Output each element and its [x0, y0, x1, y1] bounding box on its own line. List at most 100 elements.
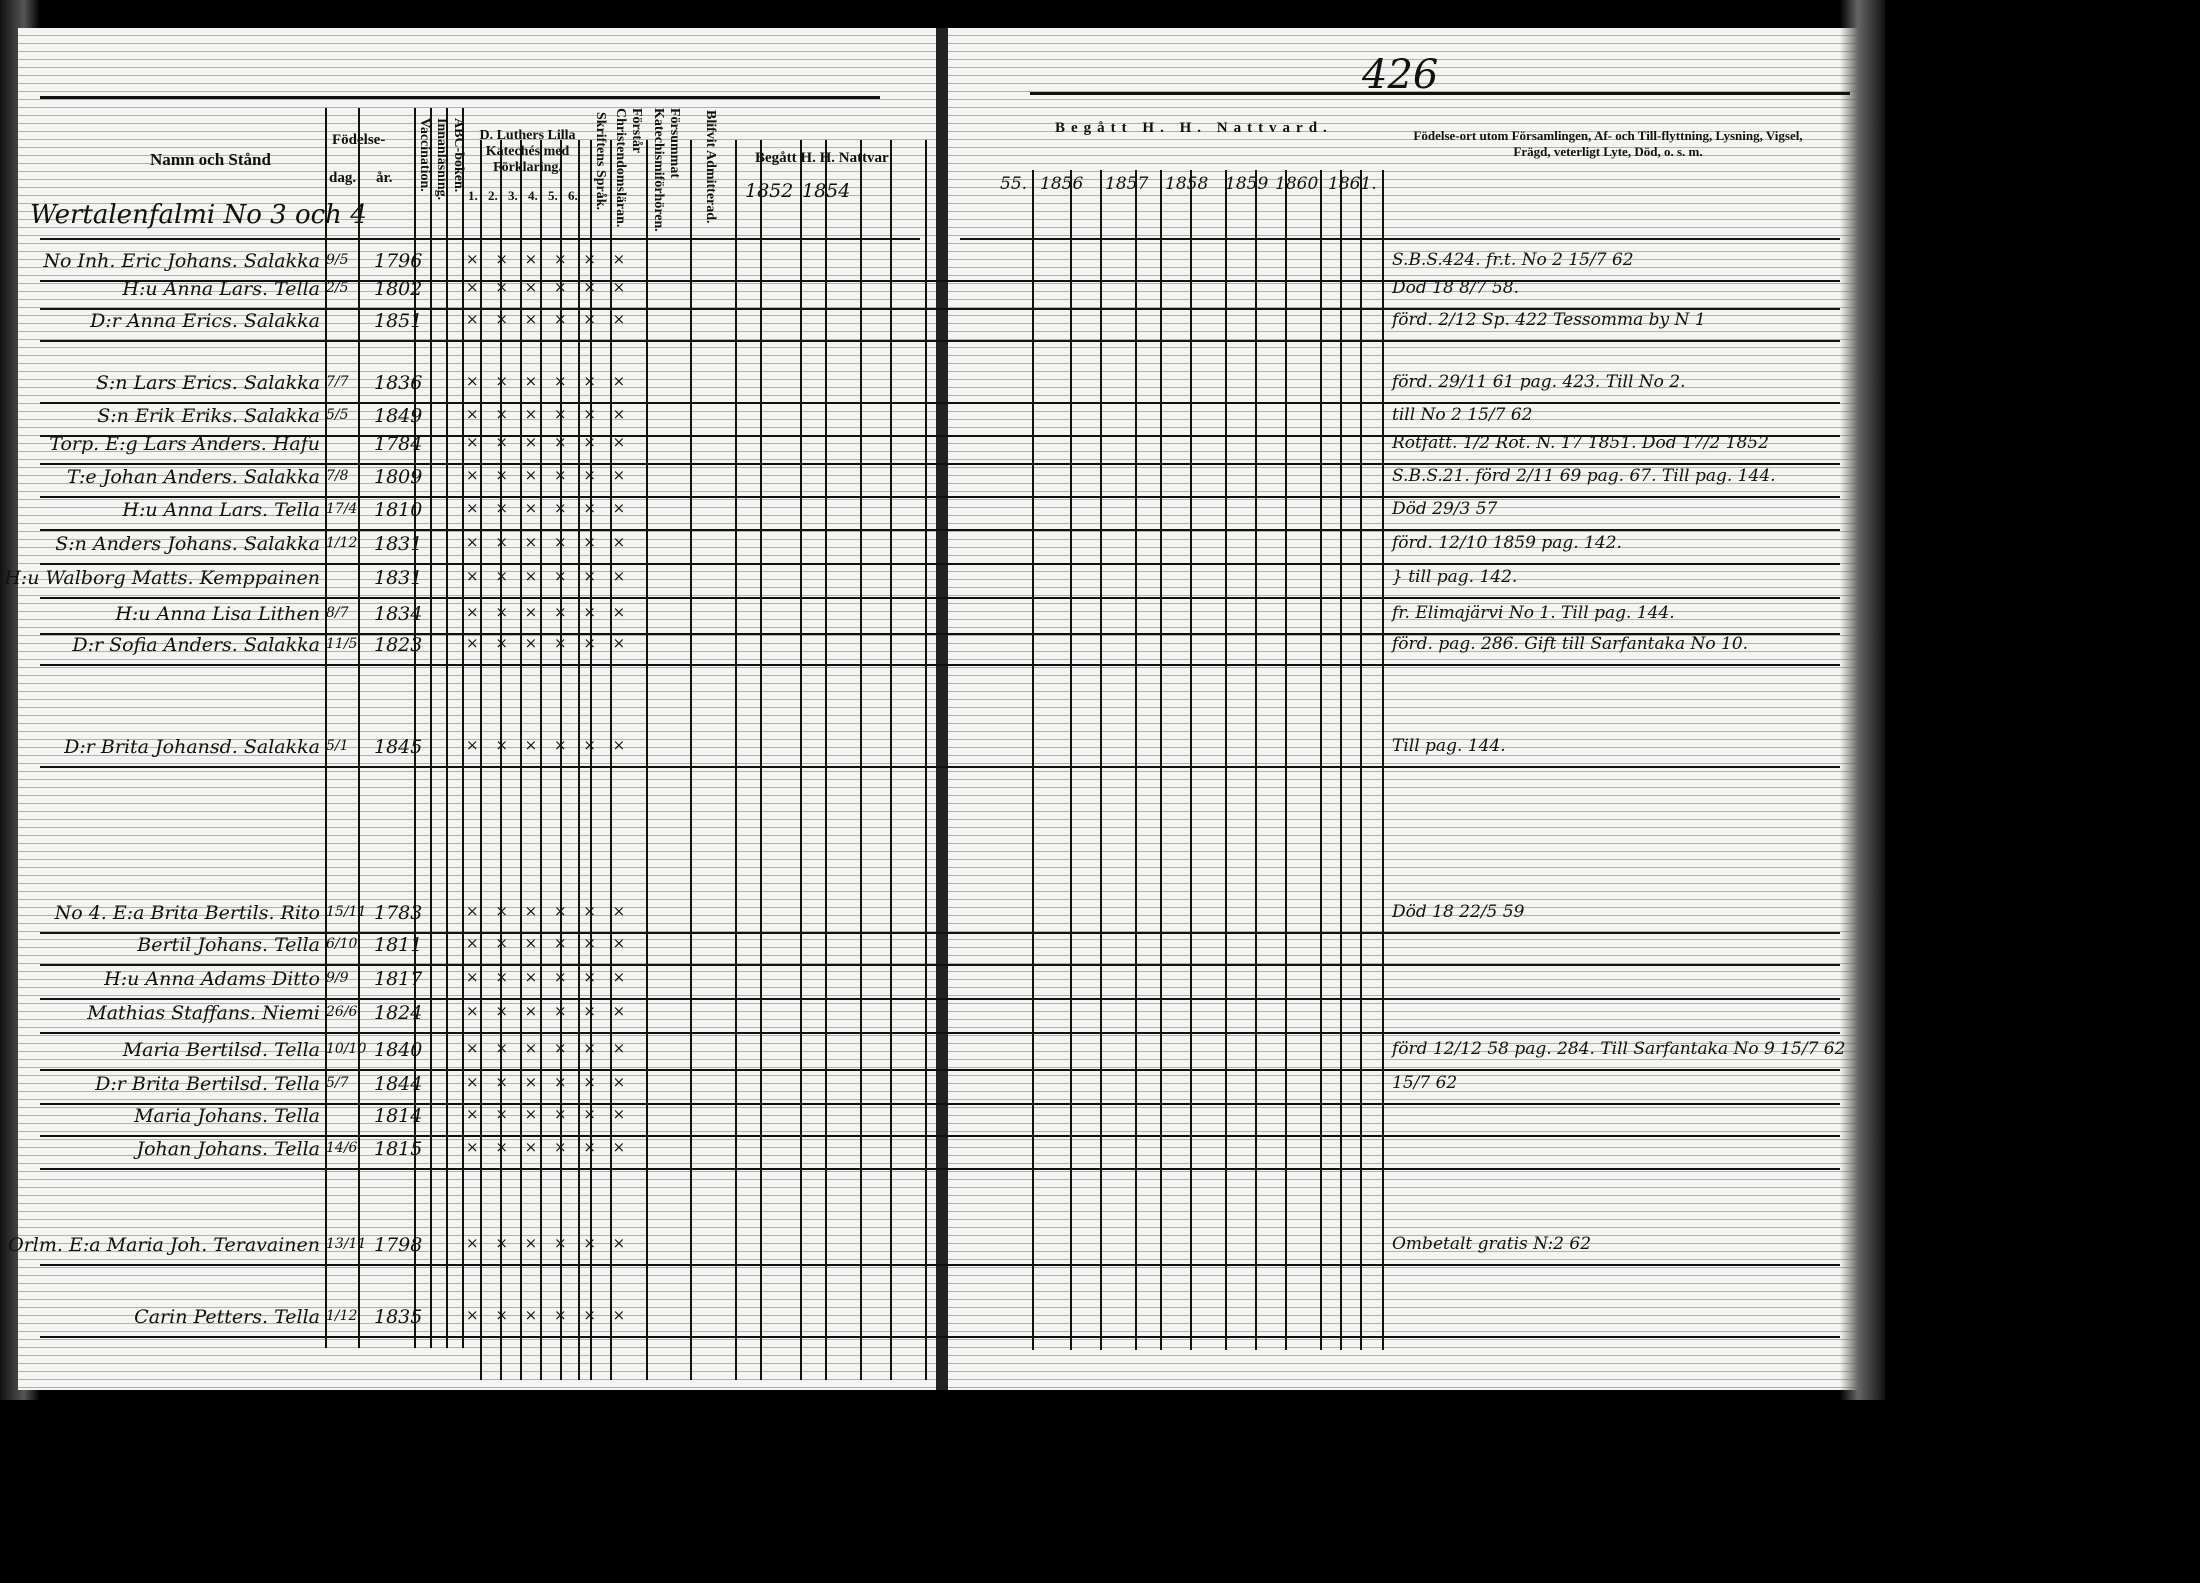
catechism-marks: × × × × × ×	[466, 533, 632, 551]
header-remarks: Födelse-ort utom Församlingen, Af- och T…	[1413, 128, 1803, 159]
remark: Till pag. 144.	[1392, 736, 1506, 756]
catechism-part: 6.	[568, 188, 578, 203]
birth-day: 7/7	[326, 374, 349, 390]
header-scripture: Skriftens Språk.	[593, 112, 608, 211]
row-rule	[40, 1264, 1840, 1266]
column-rule	[860, 140, 862, 1380]
row-rule	[40, 1135, 1840, 1137]
column-rule	[560, 140, 562, 1380]
right-page	[948, 28, 1882, 1390]
remark: } till pag. 142.	[1392, 567, 1518, 587]
remark: förd. 2/12 Sp. 422 Tessomma by N 1	[1392, 310, 1706, 330]
birth-day: 2/5	[326, 280, 349, 296]
header-communion-left: Begått H. H. Nattvar	[755, 150, 889, 166]
row-rule	[40, 563, 1840, 565]
column-rule	[540, 140, 542, 1380]
birth-day: 5/5	[326, 407, 349, 423]
row-rule	[40, 1032, 1840, 1034]
person-name: S:n Anders Johans. Salakka	[55, 533, 320, 555]
birth-day: 10/10	[326, 1041, 367, 1057]
person-name: D:r Anna Erics. Salakka	[90, 310, 320, 332]
birth-year: 1796	[374, 250, 423, 272]
left-page	[18, 28, 936, 1390]
person-name: Bertil Johans. Tella	[137, 934, 320, 956]
catechism-marks: × × × × × ×	[466, 1002, 632, 1020]
catechism-marks: × × × × × ×	[466, 278, 632, 296]
catechism-part: 4.	[528, 188, 538, 203]
header-vaccination: Vaccination.	[417, 118, 432, 192]
column-rule	[1100, 170, 1102, 1350]
person-name: H:u Anna Adams Ditto	[104, 968, 320, 990]
row-rule	[40, 766, 1840, 768]
remark: fr. Elimajärvi No 1. Till pag. 144.	[1392, 603, 1675, 623]
catechism-part: 1.	[468, 188, 478, 203]
catechism-marks: × × × × × ×	[466, 634, 632, 652]
birth-day: 11/5	[326, 636, 358, 652]
remark: Ombetalt gratis N:2 62	[1392, 1234, 1592, 1254]
row-rule	[40, 1103, 1840, 1105]
column-rule	[446, 108, 448, 1348]
birth-day: 9/9	[326, 970, 349, 986]
catechism-marks: × × × × × ×	[466, 372, 632, 390]
remark: S.B.S.21. förd 2/11 69 pag. 67. Till pag…	[1392, 466, 1776, 486]
column-rule	[414, 108, 416, 1348]
header-communion-right: Begått H. H. Nattvard.	[1055, 120, 1333, 136]
column-rule	[430, 108, 432, 1348]
birth-year: 1817	[374, 968, 423, 990]
row-rule	[40, 633, 1840, 635]
remark: S.B.S.424. fr.t. No 2 15/7 62	[1392, 250, 1634, 270]
remark: Rotfatt. 1/2 Rot. N. 17 1851. Död 17/2 1…	[1392, 433, 1769, 453]
column-rule	[760, 140, 762, 1380]
catechism-part: 2.	[488, 188, 498, 203]
remark: förd. pag. 286. Gift till Sarfantaka No …	[1392, 634, 1749, 654]
header-rule	[40, 238, 920, 240]
header-reading: Innanläsning.	[434, 118, 449, 201]
birth-year: 1802	[374, 278, 423, 300]
catechism-marks: × × × × × ×	[466, 603, 632, 621]
catechism-marks: × × × × × ×	[466, 405, 632, 423]
remark: Död 29/3 57	[1392, 499, 1498, 519]
birth-year: 1836	[374, 372, 423, 394]
column-rule	[1032, 170, 1034, 1350]
person-name: Torp. E:g Lars Anders. Hafu	[49, 433, 320, 455]
birth-day: 5/7	[326, 1075, 349, 1091]
birth-day: 8/7	[326, 605, 349, 621]
row-rule	[40, 998, 1840, 1000]
birth-day: 6/10	[326, 936, 358, 952]
person-name: S:n Lars Erics. Salakka	[95, 372, 320, 394]
remark: förd. 12/10 1859 pag. 142.	[1392, 533, 1622, 553]
person-name: S:n Erik Eriks. Salakka	[97, 405, 320, 427]
birth-year: 1783	[374, 902, 423, 924]
birth-year: 1798	[374, 1234, 423, 1256]
person-name: D:r Brita Johansd. Salakka	[64, 736, 320, 758]
birth-day: 14/6	[326, 1140, 358, 1156]
row-rule	[40, 308, 1840, 310]
person-name: T:e Johan Anders. Salakka	[67, 466, 320, 488]
column-rule	[578, 140, 580, 1380]
header-day: dag.	[329, 170, 357, 186]
birth-day: 7/8	[326, 468, 349, 484]
birth-day: 15/11	[326, 904, 367, 920]
row-rule	[40, 1069, 1840, 1071]
catechism-marks: × × × × × ×	[466, 1073, 632, 1091]
page-number: 426	[1362, 52, 1439, 98]
column-rule	[325, 108, 327, 1348]
book-gutter	[936, 28, 948, 1390]
column-rule	[358, 108, 360, 1348]
village-title: Wertalenfalmi No 3 och 4	[30, 200, 367, 230]
birth-day: 5/1	[326, 738, 349, 754]
catechism-marks: × × × × × ×	[466, 934, 632, 952]
communion-year: 1857	[1105, 174, 1149, 194]
top-rule	[40, 96, 880, 99]
birth-year: 1849	[374, 405, 423, 427]
birth-year: 1814	[374, 1105, 423, 1127]
header-year: år.	[376, 170, 393, 186]
birth-year: 1811	[374, 934, 423, 956]
row-rule	[40, 1336, 1840, 1338]
remark: Död 18 22/5 59	[1392, 902, 1525, 922]
row-rule	[40, 463, 1840, 465]
remark: förd. 29/11 61 pag. 423. Till No 2.	[1392, 372, 1686, 392]
row-rule	[40, 340, 1840, 342]
catechism-marks: × × × × × ×	[466, 1105, 632, 1123]
column-rule	[520, 140, 522, 1380]
